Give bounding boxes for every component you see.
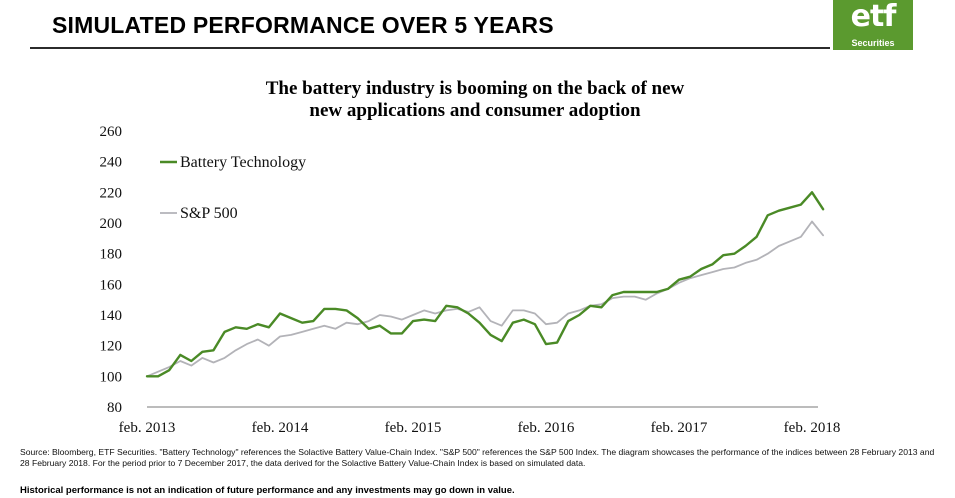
legend-battery-technology-label: Battery Technology <box>180 154 306 171</box>
logo-subtext: Securities <box>851 38 895 48</box>
y-tick-label: 100 <box>100 369 123 385</box>
y-tick-label: 180 <box>100 247 123 263</box>
chart-title-line-1: The battery industry is booming on the b… <box>265 78 685 99</box>
chart-title-line-2: new applications and consumer adoption <box>309 100 641 121</box>
y-tick-label: 120 <box>100 339 123 355</box>
x-tick-label: feb. 2016 <box>518 420 575 436</box>
x-tick-label: feb. 2015 <box>385 420 442 436</box>
x-tick-label: feb. 2017 <box>651 420 708 436</box>
x-tick-label: feb. 2018 <box>784 420 841 436</box>
y-tick-label: 260 <box>100 124 123 140</box>
source-footnote: Source: Bloomberg, ETF Securities. "Batt… <box>20 447 935 468</box>
slide-title: SIMULATED PERFORMANCE OVER 5 YEARS <box>52 12 554 38</box>
legend-sp500-label: S&P 500 <box>180 205 238 222</box>
battery-technology-series-line <box>145 191 825 378</box>
x-tick-label: feb. 2014 <box>252 420 309 436</box>
y-tick-label: 200 <box>100 216 123 232</box>
y-tick-label: 240 <box>100 155 123 171</box>
title-divider <box>30 47 830 49</box>
y-tick-label: 140 <box>100 308 123 324</box>
y-tick-label: 220 <box>100 185 123 201</box>
sp500-series-line <box>146 220 824 378</box>
logo-text: etf <box>850 0 897 34</box>
etf-securities-logo: etf Securities <box>833 0 913 50</box>
performance-disclaimer: Historical performance is not an indicat… <box>20 485 515 496</box>
y-tick-label: 160 <box>100 277 123 293</box>
x-tick-label: feb. 2013 <box>119 420 176 436</box>
y-tick-label: 80 <box>107 400 122 416</box>
